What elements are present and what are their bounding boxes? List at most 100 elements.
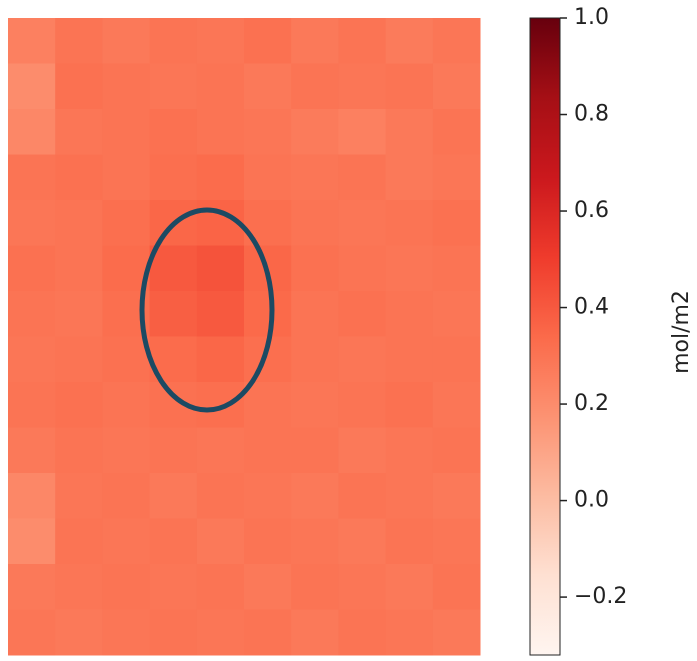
heatmap: [8, 18, 481, 656]
heatmap-cell: [386, 473, 434, 519]
heatmap-cell: [338, 337, 386, 383]
heatmap-cell: [197, 337, 245, 383]
heatmap-cell: [386, 519, 434, 565]
heatmap-cell: [150, 428, 198, 474]
heatmap-cell: [433, 519, 481, 565]
heatmap-cell: [244, 109, 292, 155]
heatmap-cell: [433, 382, 481, 428]
heatmap-cell: [150, 473, 198, 519]
colorbar-tick-label: 0.6: [574, 198, 609, 223]
heatmap-cell: [291, 519, 339, 565]
heatmap-cell: [8, 109, 56, 155]
heatmap-cell: [386, 246, 434, 292]
heatmap-cell: [291, 18, 339, 64]
heatmap-cell: [102, 155, 150, 201]
heatmap-cell: [244, 382, 292, 428]
heatmap-cell: [102, 382, 150, 428]
heatmap-cell: [102, 64, 150, 110]
heatmap-cell: [291, 155, 339, 201]
heatmap-cell: [197, 382, 245, 428]
heatmap-cell: [150, 155, 198, 201]
heatmap-cell: [338, 64, 386, 110]
heatmap-cell: [244, 473, 292, 519]
heatmap-cell: [8, 337, 56, 383]
heatmap-cell: [244, 64, 292, 110]
heatmap-cell: [291, 473, 339, 519]
heatmap-cell: [8, 564, 56, 610]
heatmap-cell: [386, 155, 434, 201]
heatmap-cell: [386, 382, 434, 428]
heatmap-cell: [55, 155, 103, 201]
heatmap-cell: [338, 109, 386, 155]
heatmap-cell: [433, 155, 481, 201]
heatmap-cell: [433, 564, 481, 610]
heatmap-cell: [8, 610, 56, 656]
heatmap-cell: [102, 200, 150, 246]
heatmap-cell: [8, 246, 56, 292]
heatmap-cell: [291, 246, 339, 292]
heatmap-cell: [433, 291, 481, 337]
heatmap-cell: [197, 64, 245, 110]
heatmap-cell: [197, 18, 245, 64]
heatmap-cell: [386, 291, 434, 337]
heatmap-cell: [291, 610, 339, 656]
heatmap-cell: [8, 428, 56, 474]
heatmap-cell: [244, 18, 292, 64]
heatmap-cell: [338, 291, 386, 337]
heatmap-cell: [291, 382, 339, 428]
colorbar-tick-label: 0.4: [574, 295, 609, 320]
heatmap-cell: [244, 155, 292, 201]
heatmap-cell: [150, 109, 198, 155]
colorbar-tick-label: 0.0: [574, 488, 609, 513]
heatmap-cell: [291, 428, 339, 474]
colorbar-tick-label: 0.2: [574, 391, 609, 416]
heatmap-cell: [433, 473, 481, 519]
heatmap-cell: [8, 200, 56, 246]
heatmap-cell: [8, 155, 56, 201]
heatmap-cell: [55, 246, 103, 292]
heatmap-cell: [55, 382, 103, 428]
colorbar-tick-label: 1.0: [574, 5, 609, 30]
heatmap-cell: [197, 610, 245, 656]
heatmap-cell: [433, 18, 481, 64]
heatmap-cell: [102, 428, 150, 474]
heatmap-cell: [338, 610, 386, 656]
heatmap-cell: [102, 519, 150, 565]
heatmap-cell: [55, 200, 103, 246]
heatmap-cell: [8, 291, 56, 337]
heatmap-cell: [386, 337, 434, 383]
heatmap-cell: [433, 64, 481, 110]
heatmap-cell: [150, 610, 198, 656]
heatmap-cell: [197, 109, 245, 155]
heatmap-cell: [8, 64, 56, 110]
heatmap-cell: [386, 428, 434, 474]
chart: mol/m2 −0.20.00.20.40.60.81.0: [0, 0, 697, 661]
heatmap-cell: [55, 337, 103, 383]
heatmap-cell: [244, 291, 292, 337]
heatmap-cell: [197, 291, 245, 337]
heatmap-cell: [102, 337, 150, 383]
colorbar-tick-label: 0.8: [574, 102, 609, 127]
heatmap-cell: [433, 246, 481, 292]
colorbar-tick-label: −0.2: [574, 584, 627, 609]
heatmap-cell: [197, 428, 245, 474]
heatmap-cell: [150, 246, 198, 292]
heatmap-cell: [338, 519, 386, 565]
heatmap-cell: [291, 200, 339, 246]
heatmap-cell: [55, 564, 103, 610]
heatmap-cell: [8, 473, 56, 519]
heatmap-cell: [291, 337, 339, 383]
heatmap-cell: [102, 109, 150, 155]
heatmap-cell: [55, 109, 103, 155]
heatmap-cell: [244, 519, 292, 565]
heatmap-cell: [433, 428, 481, 474]
heatmap-cell: [338, 473, 386, 519]
heatmap-cell: [55, 473, 103, 519]
heatmap-cell: [150, 18, 198, 64]
heatmap-cell: [55, 428, 103, 474]
heatmap-cell: [150, 519, 198, 565]
heatmap-cell: [338, 155, 386, 201]
heatmap-cell: [386, 64, 434, 110]
heatmap-cell: [197, 519, 245, 565]
heatmap-cell: [386, 200, 434, 246]
